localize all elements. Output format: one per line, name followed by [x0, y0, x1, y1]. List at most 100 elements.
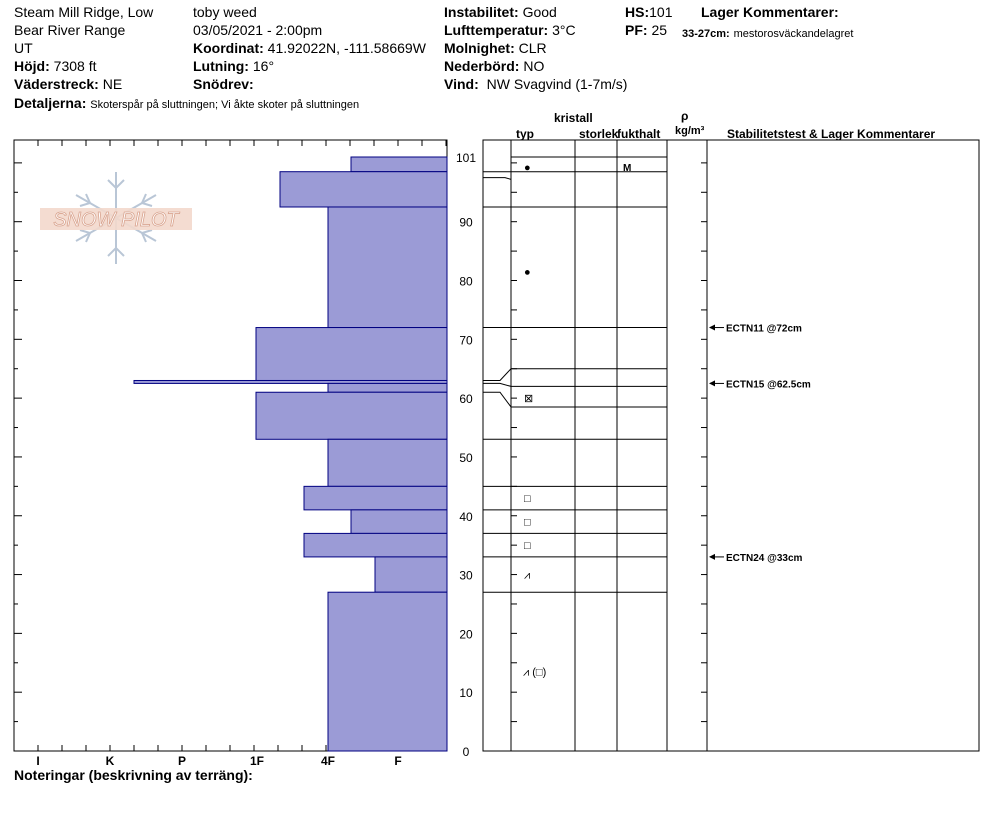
hs-label: HS:	[625, 4, 650, 20]
elevation-label: Höjd:	[14, 58, 50, 74]
crystal-type: □	[524, 493, 531, 505]
slope: Lutning: 16°	[193, 58, 274, 74]
hardness-bar	[350, 509, 448, 534]
details: Detaljerna: Skoterspår på sluttningen; V…	[14, 95, 359, 112]
hardness-bar	[279, 171, 448, 208]
depth-label: 70	[459, 333, 473, 347]
location: Steam Mill Ridge, Low	[14, 4, 154, 20]
depth-label: 0	[463, 745, 470, 759]
moisture: M	[623, 163, 631, 174]
wind-label: Vind:	[444, 76, 479, 92]
test-arrow-head	[709, 380, 715, 387]
wind-value: NW Svagvind (1-7m/s)	[486, 76, 628, 92]
aspect-value: NE	[102, 76, 123, 92]
hardness-bar	[327, 382, 448, 393]
layer-connector	[483, 177, 512, 180]
hardness-label: K	[106, 754, 115, 768]
pf: PF: 25	[625, 22, 667, 38]
sky-label: Molnighet:	[444, 40, 515, 56]
rho-header: ρ	[681, 109, 689, 123]
airtemp-label: Lufttemperatur:	[444, 22, 549, 38]
depth-label: 101	[456, 151, 476, 165]
hardness-bar	[327, 206, 448, 329]
crystal-type: ⊠	[524, 393, 533, 405]
test-arrow-head	[709, 324, 715, 331]
pf-value: 25	[651, 22, 668, 38]
air-temp: Lufttemperatur: 3°C	[444, 22, 576, 38]
depth-label: 20	[459, 627, 473, 641]
typ-header: typ	[516, 127, 534, 141]
fukthalt-header: fukthalt	[617, 127, 661, 141]
kristall-header: kristall	[554, 111, 593, 125]
airtemp-value: 3°C	[552, 22, 576, 38]
elevation-value: 7308 ft	[53, 58, 97, 74]
pf-label: PF:	[625, 22, 648, 38]
layer-connector	[483, 391, 512, 408]
sky: Molnighet: CLR	[444, 40, 547, 56]
range: Bear River Range	[14, 22, 126, 38]
layer-comment: 33-27cm: mestorosväckandelagret	[682, 24, 853, 41]
layer-comment-text: mestorosväckandelagret	[733, 28, 854, 40]
stability-label: Instabilitet:	[444, 4, 519, 20]
state: UT	[14, 40, 33, 56]
hardness-label: I	[36, 754, 39, 768]
slope-value: 16°	[252, 58, 275, 74]
crystal-type: □	[524, 517, 531, 529]
depth-label: 90	[459, 216, 473, 230]
drift: Snödrev:	[193, 76, 254, 92]
coordinates: Koordinat: 41.92022N, -111.58669W	[193, 40, 426, 56]
hardness-bar	[255, 327, 448, 381]
hardness-bar	[350, 156, 448, 173]
datetime: 03/05/2021 - 2:00pm	[193, 22, 323, 38]
precip: Nederbörd: NO	[444, 58, 544, 74]
layer-comments-label: Lager Kommentarer:	[701, 4, 839, 20]
stability-test: ECTN24 @33cm	[726, 553, 803, 564]
depth-label: 80	[459, 275, 473, 289]
coord-value: 41.92022N, -111.58669W	[267, 40, 426, 56]
hardness-bar	[255, 391, 448, 440]
logo-text: SNOW PILOT	[53, 209, 180, 231]
crystal-type: ⩘	[524, 570, 530, 582]
slope-label: Lutning:	[193, 58, 249, 74]
observer: toby weed	[193, 4, 257, 20]
layer-connector	[483, 382, 512, 387]
crystal-type: ●	[524, 162, 531, 174]
stability-header: Stabilitetstest & Lager Kommentarer	[727, 127, 936, 141]
hardness-label: P	[178, 754, 186, 768]
depth-label: 40	[459, 510, 473, 524]
layer-connector	[483, 368, 512, 381]
precip-label: Nederbörd:	[444, 58, 520, 74]
hardness-bar	[133, 379, 448, 384]
stability-test: ECTN15 @62.5cm	[726, 379, 811, 390]
depth-label: 60	[459, 392, 473, 406]
drift-label: Snödrev:	[193, 76, 254, 92]
notes-label: Noteringar (beskrivning av terräng):	[14, 767, 253, 783]
hardness-bar	[327, 591, 448, 752]
hardness-bar	[327, 438, 448, 487]
hardness-bar	[374, 556, 448, 593]
hardness-label: F	[394, 754, 401, 768]
depth-label: 50	[459, 451, 473, 465]
stability-value: Good	[522, 4, 557, 20]
coord-label: Koordinat:	[193, 40, 264, 56]
depth-label: 30	[459, 569, 473, 583]
hs-value: 101	[649, 4, 673, 20]
storlek-header: storlek	[579, 127, 619, 141]
snowpilot-logo: SNOW PILOT	[40, 172, 192, 264]
crystal-type: ●	[524, 267, 531, 279]
hardness-label: 4F	[321, 754, 335, 768]
aspect-label: Väderstreck:	[14, 76, 99, 92]
hardness-bar	[303, 485, 448, 511]
precip-value: NO	[523, 58, 545, 74]
details-value: Skoterspår på sluttningen; Vi åkte skote…	[90, 99, 360, 111]
density-unit: kg/m³	[675, 125, 705, 137]
wind: Vind: NW Svagvind (1-7m/s)	[444, 76, 627, 92]
layer-comment-range: 33-27cm:	[682, 28, 730, 40]
test-arrow-head	[709, 553, 715, 560]
hs: HS:101	[625, 4, 672, 20]
details-label: Detaljerna:	[14, 95, 87, 111]
crystal-type: ⩘ (□)	[523, 667, 546, 679]
aspect: Väderstreck: NE	[14, 76, 122, 92]
depth-label: 10	[459, 686, 473, 700]
